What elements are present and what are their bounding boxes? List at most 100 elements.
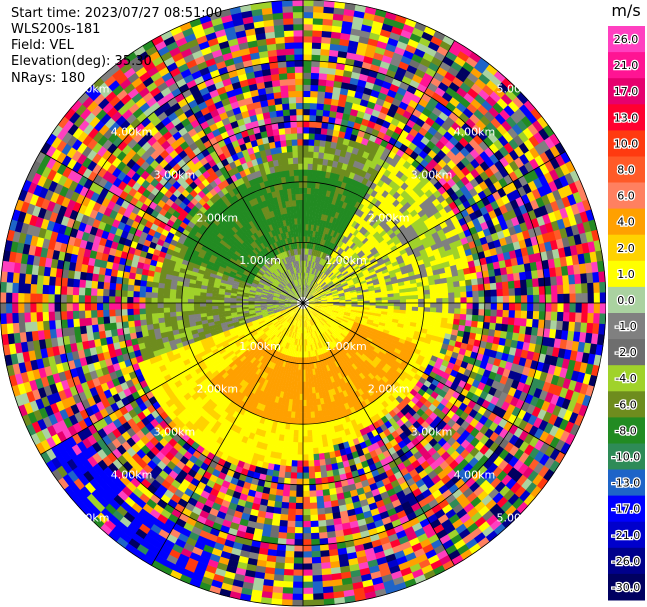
velocity-gate [389, 83, 400, 93]
velocity-gate [493, 139, 505, 151]
velocity-gate [366, 75, 377, 85]
velocity-gate [315, 483, 323, 491]
velocity-gate [413, 236, 422, 244]
velocity-gate [303, 36, 314, 43]
velocity-gate [454, 117, 466, 128]
velocity-gate [337, 288, 344, 292]
velocity-gate [347, 240, 354, 248]
velocity-gate [338, 130, 347, 139]
velocity-gate [425, 46, 438, 58]
velocity-gate [502, 309, 510, 318]
velocity-gate [282, 581, 294, 588]
velocity-gate [520, 193, 531, 205]
velocity-gate [593, 292, 601, 304]
velocity-gate [340, 250, 347, 257]
velocity-gate [508, 149, 520, 162]
velocity-gate [329, 216, 335, 224]
velocity-gate [330, 250, 336, 257]
velocity-gate [293, 557, 303, 564]
velocity-gate [282, 574, 294, 582]
velocity-gate [348, 218, 355, 227]
velocity-gate [363, 273, 371, 279]
velocity-gate [305, 393, 310, 401]
velocity-gate [340, 118, 349, 127]
velocity-gate [519, 104, 532, 117]
velocity-gate [315, 262, 320, 270]
velocity-gate [496, 97, 509, 110]
velocity-gate [312, 243, 316, 250]
velocity-gate [402, 256, 411, 263]
velocity-gate [435, 307, 443, 314]
velocity-gate [347, 248, 354, 256]
velocity-gate [367, 120, 377, 129]
velocity-gate [325, 134, 333, 142]
velocity-gate [313, 139, 321, 147]
velocity-gate [417, 307, 425, 312]
velocity-gate [303, 284, 305, 291]
velocity-gate [336, 205, 342, 214]
velocity-gate [418, 112, 430, 123]
velocity-gate [525, 111, 538, 125]
velocity-gate [526, 191, 537, 203]
velocity-gate [418, 98, 429, 109]
velocity-gate [350, 227, 357, 235]
velocity-gate [311, 274, 315, 281]
velocity-gate [314, 212, 320, 220]
velocity-gate [335, 262, 342, 269]
velocity-gate [581, 312, 588, 324]
velocity-gate [312, 447, 319, 455]
velocity-gate [461, 122, 473, 134]
velocity-gate [327, 228, 333, 236]
velocity-gate [348, 114, 358, 123]
velocity-gate [322, 220, 327, 228]
velocity-gate [304, 278, 306, 285]
velocity-gate [483, 177, 494, 188]
velocity-gate [323, 97, 333, 106]
velocity-gate [345, 217, 352, 225]
velocity-gate [327, 235, 333, 243]
velocity-gate [352, 254, 360, 261]
velocity-gate [367, 265, 375, 272]
velocity-gate [324, 268, 330, 275]
velocity-gate [490, 296, 498, 304]
velocity-gate [381, 254, 389, 261]
velocity-gate [302, 448, 309, 455]
velocity-gate [466, 72, 480, 84]
velocity-gate [429, 293, 437, 299]
velocity-gate [486, 193, 497, 204]
velocity-gate [381, 268, 389, 275]
velocity-gate [303, 254, 305, 261]
velocity-gate [303, 114, 311, 122]
velocity-gate [562, 312, 570, 323]
velocity-gate [325, 247, 330, 255]
velocity-gate [320, 281, 326, 287]
velocity-gate [322, 109, 331, 118]
velocity-gate [564, 172, 575, 186]
velocity-gate [310, 78, 320, 86]
velocity-gate [297, 442, 303, 449]
velocity-gate [319, 238, 324, 246]
velocity-gate [304, 291, 307, 298]
velocity-gate [319, 182, 325, 190]
velocity-gate [280, 507, 289, 515]
velocity-gate [398, 101, 409, 111]
velocity-gate [316, 231, 321, 239]
velocity-gate [317, 287, 323, 293]
velocity-gate [303, 84, 312, 92]
velocity-gate [332, 267, 339, 274]
velocity-gate [452, 91, 465, 103]
velocity-gate [334, 218, 341, 226]
velocity-gate [384, 260, 392, 267]
velocity-gate [477, 230, 486, 240]
velocity-gate [528, 135, 540, 148]
velocity-gate [309, 399, 314, 407]
velocity-gate [345, 58, 356, 67]
velocity-gate [417, 63, 429, 74]
velocity-gate [330, 265, 336, 272]
velocity-gate [514, 310, 522, 319]
velocity-gate [338, 93, 348, 102]
velocity-gate [449, 96, 461, 108]
velocity-gate [483, 136, 494, 148]
velocity-gate [337, 226, 344, 234]
velocity-gate [309, 102, 318, 110]
